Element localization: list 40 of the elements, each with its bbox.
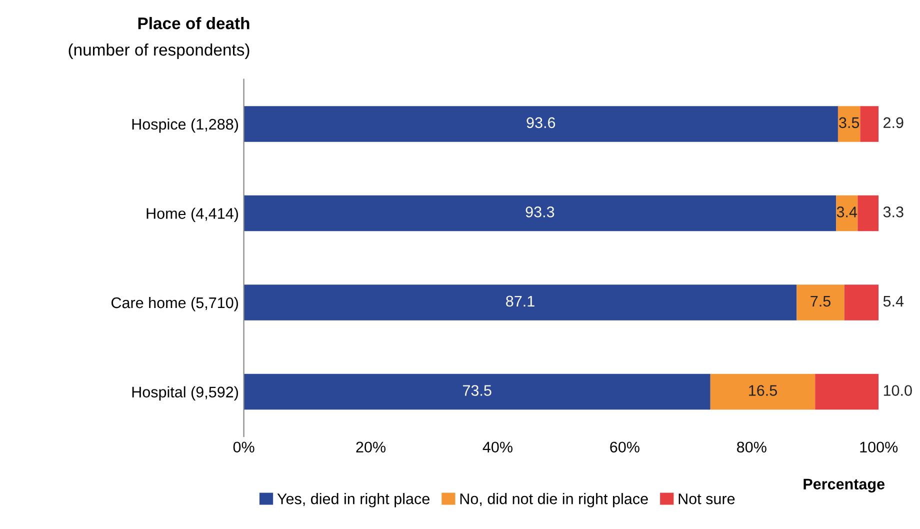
bar xyxy=(244,106,838,142)
bar xyxy=(844,284,879,320)
data-label: 10.0 xyxy=(884,385,912,396)
text: (number of respondents) xyxy=(68,43,250,60)
legend-label: Not sure xyxy=(678,494,735,504)
bar xyxy=(710,374,816,410)
data-label: 3.3 xyxy=(883,206,904,218)
bar xyxy=(796,284,844,320)
legend-label: No, did not die in right place xyxy=(460,493,648,508)
bar xyxy=(815,374,879,410)
legend-label: Yes, died in right place xyxy=(277,493,430,508)
data-label: 93.3 xyxy=(526,206,554,218)
y-tick-label: Home (4,414) xyxy=(146,208,238,222)
x-tick-label: 20% xyxy=(356,442,386,453)
data-label: 87.1 xyxy=(506,296,534,307)
bar xyxy=(860,106,879,142)
data-label: 73.5 xyxy=(463,385,492,396)
x-axis-title: Percentage xyxy=(804,478,885,493)
bar xyxy=(838,106,860,142)
y-axis-title: Place of death xyxy=(138,17,250,30)
x-tick-label: 40% xyxy=(482,442,512,453)
data-label: 5.4 xyxy=(883,296,904,307)
x-tick-label: 0% xyxy=(233,442,254,453)
data-label: 93.6 xyxy=(526,117,556,128)
bar xyxy=(858,195,879,232)
y-tick-label: Care home (5,710) xyxy=(112,296,238,312)
data-label: 16.5 xyxy=(749,385,777,396)
bar xyxy=(244,374,710,410)
bar xyxy=(244,195,836,232)
data-label: 2.9 xyxy=(884,117,904,128)
data-label: 3.5 xyxy=(839,117,860,128)
data-label: 7.5 xyxy=(810,296,830,307)
y-tick-label: Hospice (1,288) xyxy=(132,118,238,133)
y-tick-label: Hospital (9,592) xyxy=(132,386,238,400)
x-tick-label: 80% xyxy=(737,442,766,453)
bar xyxy=(836,195,858,232)
x-tick-label: 100% xyxy=(860,442,898,453)
data-label: 3.4 xyxy=(836,206,858,218)
bar xyxy=(244,284,797,320)
x-tick-label: 60% xyxy=(610,442,640,453)
